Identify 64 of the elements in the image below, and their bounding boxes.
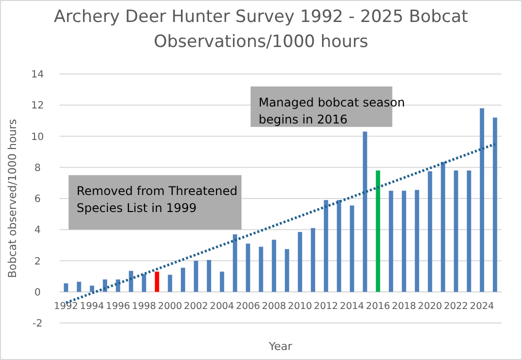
bar bbox=[284, 249, 290, 292]
bar bbox=[76, 282, 82, 292]
x-tick-label: 2020 bbox=[418, 300, 442, 312]
x-axis-title: Year bbox=[268, 340, 293, 353]
callout: Managed bobcat season begins in 2016 bbox=[250, 86, 405, 127]
bar bbox=[142, 274, 146, 292]
x-tick-label: 2024 bbox=[470, 300, 494, 312]
x-tick-label: 2000 bbox=[158, 300, 182, 312]
callout: Removed from Threatened Species List in 1999 bbox=[68, 175, 242, 230]
x-tick-label: 1996 bbox=[106, 300, 130, 312]
x-tick-label: 2012 bbox=[314, 300, 338, 312]
bar bbox=[466, 170, 472, 292]
bar bbox=[232, 234, 238, 292]
y-axis-title: Bobcat observed/1000 hours bbox=[6, 118, 19, 278]
annotation: Managed bobcat season begins in 2016 bbox=[258, 95, 405, 126]
bar bbox=[440, 162, 446, 292]
bar bbox=[206, 260, 212, 292]
x-tick-label: 2014 bbox=[340, 300, 364, 312]
bar bbox=[220, 272, 224, 292]
x-tick-label: 2006 bbox=[236, 300, 260, 312]
bar bbox=[258, 246, 264, 292]
bar bbox=[336, 200, 342, 292]
bar bbox=[168, 274, 172, 292]
bar bbox=[272, 240, 276, 292]
chart-title: Archery Deer Hunter Survey 1992 - 2025 Bobcat Observations/1000 hours bbox=[54, 7, 468, 52]
bar bbox=[492, 118, 498, 292]
y-tick-label: 4 bbox=[34, 225, 41, 236]
y-tick-label: 6 bbox=[34, 194, 41, 205]
x-tick-label: 2018 bbox=[392, 300, 416, 312]
bar bbox=[324, 200, 328, 292]
bar bbox=[454, 170, 458, 292]
annotation: Removed from Threatened Species List in 1999 bbox=[76, 184, 238, 216]
x-tick-label: 1998 bbox=[132, 300, 156, 312]
bar bbox=[402, 190, 406, 292]
x-tick-label: 2010 bbox=[288, 300, 312, 312]
y-tick-label: 0 bbox=[34, 287, 41, 298]
bar bbox=[298, 232, 302, 292]
x-tick-label: 1994 bbox=[80, 300, 104, 312]
x-tick-label: 2016 bbox=[366, 300, 390, 312]
x-tick-label: 2022 bbox=[444, 300, 468, 312]
y-tick-label: 2 bbox=[34, 256, 41, 268]
y-tick-label: 8 bbox=[34, 162, 41, 174]
bar bbox=[376, 170, 380, 292]
bar bbox=[388, 190, 394, 292]
bar bbox=[414, 190, 420, 292]
y-tick-label: 10 bbox=[31, 132, 44, 143]
bar bbox=[362, 132, 368, 292]
bar bbox=[350, 206, 354, 292]
bar bbox=[180, 268, 186, 292]
y-tick-label: 14 bbox=[31, 70, 44, 80]
x-tick-label: 1992 bbox=[54, 300, 78, 312]
y-tick-label: -2 bbox=[32, 318, 42, 330]
x-tick-label: 2008 bbox=[262, 300, 286, 312]
bar bbox=[194, 260, 198, 292]
bar bbox=[428, 171, 432, 292]
bar bbox=[480, 108, 484, 292]
bar bbox=[246, 244, 250, 292]
bar bbox=[310, 228, 316, 292]
x-tick-label: 2004 bbox=[210, 300, 234, 312]
x-tick-label: 2002 bbox=[184, 300, 208, 312]
bar bbox=[90, 286, 94, 292]
y-tick-label: 12 bbox=[31, 100, 44, 112]
bar bbox=[64, 283, 68, 292]
bar bbox=[154, 272, 160, 292]
